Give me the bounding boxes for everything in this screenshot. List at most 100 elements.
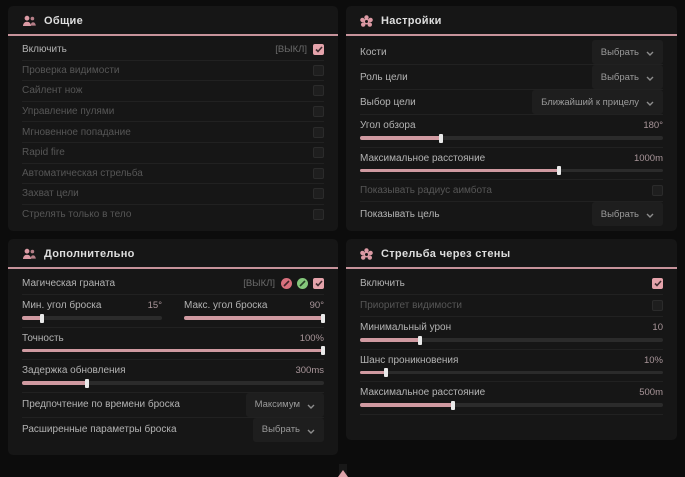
- setting-row: Кости Выбрать: [360, 40, 663, 65]
- checkbox[interactable]: [652, 185, 663, 196]
- slider-fill: [360, 168, 560, 172]
- setting-row: Управление пулями: [22, 102, 324, 123]
- slider-value: 10%: [643, 354, 663, 366]
- slider-value: 300ms: [295, 365, 324, 376]
- dropdown[interactable]: Ближайший к прицелу: [532, 90, 663, 114]
- slider-handle[interactable]: [321, 313, 325, 323]
- setting-row: Магическая граната [ВЫКЛ]: [22, 273, 324, 295]
- slider-handle[interactable]: [384, 368, 389, 377]
- slider-fill: [360, 136, 442, 140]
- setting-label: Стрелять только в тело: [22, 209, 132, 221]
- slider-label: Угол обзора: [360, 120, 416, 131]
- slider[interactable]: [360, 400, 663, 410]
- slider[interactable]: [184, 313, 325, 323]
- slider-handle[interactable]: [40, 313, 44, 323]
- slider-value: 180°: [643, 120, 663, 131]
- setting-label: Показывать радиус аимбота: [360, 185, 492, 196]
- handle-tip-icon: [338, 470, 348, 477]
- setting-label: Управление пулями: [22, 106, 115, 118]
- setting-row: Мгновенное попадание: [22, 122, 324, 143]
- dropdown[interactable]: Максимум: [245, 392, 324, 417]
- setting-label: Мгновенное попадание: [22, 126, 131, 138]
- slider[interactable]: [360, 335, 663, 345]
- checkbox[interactable]: [313, 167, 324, 179]
- slider-handle[interactable]: [450, 400, 455, 410]
- slider-handle[interactable]: [417, 335, 422, 345]
- setting-label: Автоматическая стрельба: [22, 167, 143, 179]
- slider[interactable]: [360, 368, 663, 377]
- slider-label: Мин. угол броска: [22, 300, 102, 311]
- checkbox[interactable]: [313, 106, 324, 118]
- chevron-down-icon: [307, 421, 315, 439]
- setting-label: Расширенные параметры броска: [22, 424, 177, 435]
- panel-title: Стрельба через стены: [381, 248, 511, 260]
- slider-handle[interactable]: [438, 133, 443, 143]
- slider-label: Минимальный урон: [360, 322, 452, 333]
- flower-icon: [360, 247, 373, 261]
- checkbox[interactable]: [313, 209, 324, 221]
- slider-label: Макс. угол броска: [184, 300, 268, 311]
- setting-label: Выбор цели: [360, 96, 416, 108]
- slider-value: 1000m: [633, 152, 663, 164]
- slider-value: 10: [652, 322, 663, 333]
- flower-icon: [360, 14, 373, 28]
- setting-row: Роль цели Выбрать: [360, 65, 663, 90]
- panel-additional: Дополнительно Магическая граната [ВЫКЛ] Мин…: [8, 239, 338, 455]
- green-badge-icon[interactable]: [297, 278, 308, 289]
- slider-handle[interactable]: [556, 166, 561, 175]
- setting-label: Включить: [22, 44, 67, 56]
- slider-handle[interactable]: [321, 346, 325, 355]
- slider-value: 15°: [147, 300, 162, 311]
- panel-general: Общие Включить [ВЫКЛ] Проверка видимости Сай…: [8, 6, 338, 231]
- slider-fill: [184, 316, 324, 320]
- setting-row: Показывать цель Выбрать: [360, 202, 663, 226]
- checkbox[interactable]: [313, 278, 324, 289]
- dropdown-value: Выбрать: [261, 424, 300, 435]
- checkbox[interactable]: [313, 126, 324, 138]
- panel-header: Дополнительно: [8, 239, 338, 269]
- dropdown[interactable]: Выбрать: [591, 40, 663, 64]
- slider-fill: [360, 370, 388, 374]
- panel-header: Общие: [8, 6, 338, 36]
- slider[interactable]: [22, 313, 162, 323]
- slider-row: Максимальное расстояние 500m: [360, 382, 663, 415]
- dropdown[interactable]: Выбрать: [591, 65, 663, 89]
- checkbox[interactable]: [313, 85, 324, 97]
- checkbox[interactable]: [313, 147, 324, 159]
- slider-handle[interactable]: [85, 378, 90, 388]
- slider[interactable]: [360, 166, 663, 175]
- bottom-menu-handle-icon[interactable]: [338, 464, 348, 477]
- setting-label: Магическая граната: [22, 278, 116, 289]
- checkbox[interactable]: [652, 278, 663, 289]
- checkbox[interactable]: [313, 64, 324, 76]
- setting-row: Расширенные параметры броска Выбрать: [22, 417, 324, 442]
- panel-header: Стрельба через стены: [346, 239, 677, 269]
- checkbox[interactable]: [313, 188, 324, 200]
- dropdown-value: Выбрать: [600, 46, 639, 58]
- slider-label: Задержка обновления: [22, 365, 126, 376]
- panel-header: Настройки: [346, 6, 677, 36]
- setting-label: Предпочтение по времени броска: [22, 399, 180, 410]
- setting-label: Сайлент нож: [22, 85, 83, 97]
- slider[interactable]: [22, 378, 324, 388]
- chevron-down-icon: [307, 396, 315, 414]
- slider[interactable]: [22, 346, 325, 355]
- dropdown[interactable]: Выбрать: [252, 417, 324, 442]
- setting-label: Rapid fire: [22, 147, 65, 159]
- setting-row: Включить [ВЫКЛ]: [22, 40, 324, 61]
- setting-label: Приоритет видимости: [360, 300, 463, 311]
- slider-label: Максимальное расстояние: [360, 152, 486, 164]
- dropdown[interactable]: Выбрать: [591, 202, 663, 226]
- checkbox[interactable]: [313, 44, 324, 56]
- red-badge-icon[interactable]: [281, 278, 292, 289]
- checkbox[interactable]: [652, 300, 663, 311]
- dropdown-value: Ближайший к прицелу: [541, 96, 639, 108]
- chevron-down-icon: [646, 43, 654, 61]
- setting-label: Проверка видимости: [22, 64, 120, 76]
- slider-value: 500m: [639, 387, 663, 398]
- setting-label: Роль цели: [360, 71, 408, 83]
- slider[interactable]: [360, 133, 663, 143]
- panel-body: Кости Выбрать Роль цели Выбрать Выбор цели Бл…: [346, 36, 677, 226]
- slider-fill: [360, 338, 421, 342]
- setting-row: Стрелять только в тело: [22, 205, 324, 225]
